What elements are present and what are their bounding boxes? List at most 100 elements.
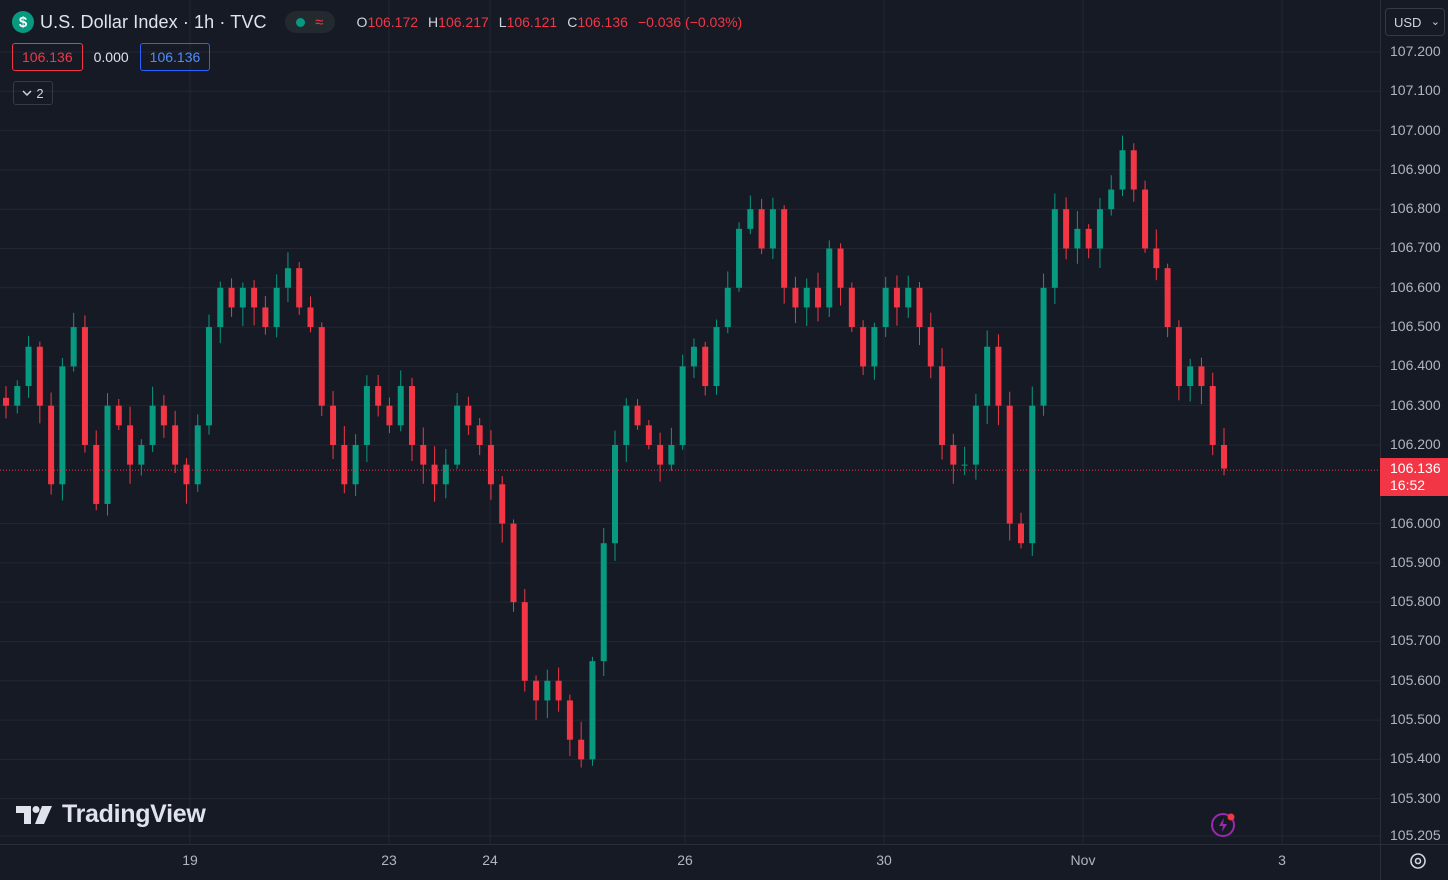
candle-body <box>251 287 258 308</box>
candle-body <box>1096 209 1103 249</box>
candle <box>1029 386 1036 556</box>
candle-body <box>1006 405 1013 524</box>
candle <box>251 280 258 326</box>
settings-gear-icon[interactable] <box>1407 850 1429 872</box>
candle <box>1051 193 1058 305</box>
candle <box>657 432 664 482</box>
candle <box>927 312 934 379</box>
candle <box>533 675 540 720</box>
candle-body <box>194 425 201 485</box>
candle <box>860 320 867 376</box>
candle <box>984 330 991 424</box>
candle-body <box>1142 189 1149 249</box>
candle-body <box>1198 366 1205 387</box>
candle-body <box>25 346 32 387</box>
candle <box>566 694 573 757</box>
candle-body <box>330 405 337 445</box>
axis-corner <box>1380 844 1448 880</box>
candle <box>81 315 88 453</box>
candle-body <box>1029 405 1036 544</box>
candle <box>995 334 1002 426</box>
candle-body <box>352 444 359 485</box>
candle <box>645 420 652 450</box>
candle-body <box>634 405 641 426</box>
candle-body <box>995 346 1002 406</box>
tradingview-logo[interactable]: TradingView <box>16 800 206 829</box>
candle <box>679 354 686 450</box>
price-tick-label: 107.000 <box>1390 121 1441 138</box>
ohlc-values: O106.172 H106.217 L106.121 C106.136 −0.0… <box>357 14 743 30</box>
candle-body <box>724 287 731 328</box>
time-tick-label: 26 <box>677 852 693 868</box>
candle-body <box>803 287 810 308</box>
candle <box>352 434 359 497</box>
ohlc-close-key: C <box>567 14 578 30</box>
candle-body <box>533 680 540 701</box>
candle <box>273 274 280 338</box>
candle <box>160 395 167 438</box>
candle <box>318 322 325 417</box>
candle-body <box>14 386 21 406</box>
candle <box>815 272 821 322</box>
price-axis[interactable] <box>1380 0 1448 844</box>
price-tick-label: 106.400 <box>1390 357 1441 374</box>
candle <box>194 414 201 492</box>
time-tick-label: Nov <box>1070 852 1096 868</box>
candle-body <box>127 425 134 465</box>
candle-body <box>442 464 449 485</box>
currency-select-button[interactable]: USD ⌄ <box>1385 8 1445 36</box>
candle-body <box>1040 287 1047 406</box>
price-tick-label: 106.800 <box>1390 200 1441 217</box>
candle <box>1040 273 1047 416</box>
candle <box>138 439 145 476</box>
price-tick-label: 106.000 <box>1390 514 1441 531</box>
candle <box>1085 224 1092 259</box>
candle-body <box>781 209 788 288</box>
chart-pane[interactable] <box>0 0 1380 844</box>
candle <box>510 519 517 612</box>
symbol-title[interactable]: U.S. Dollar Index · 1h · TVC <box>40 11 267 32</box>
candle <box>1142 180 1149 253</box>
indicators-toggle-button[interactable]: 2 <box>13 81 53 105</box>
candle <box>296 262 303 315</box>
candle-body <box>81 327 88 445</box>
bar-countdown: 16:52 <box>1390 477 1426 493</box>
candle-body <box>950 444 957 465</box>
candle-body <box>645 425 652 445</box>
price-tick-label: 106.200 <box>1390 435 1441 452</box>
candle <box>375 375 382 417</box>
price-tick-label: 105.500 <box>1390 711 1441 728</box>
ohlc-high-value: 106.217 <box>438 14 489 30</box>
candle <box>792 276 799 323</box>
buy-price-button[interactable]: 106.136 <box>139 43 211 71</box>
candle <box>837 243 844 306</box>
candle-body <box>36 346 43 406</box>
candle <box>961 446 968 476</box>
candle <box>612 430 618 561</box>
sell-price-button[interactable]: 106.136 <box>12 43 83 71</box>
candle <box>1198 357 1205 405</box>
candle-body <box>499 484 506 524</box>
candle-body <box>262 307 269 328</box>
candle-body <box>758 209 765 249</box>
candle <box>104 392 111 516</box>
market-status-pill[interactable]: ≈ <box>284 11 335 33</box>
candle <box>115 398 122 431</box>
price-tick-label: 105.900 <box>1390 553 1441 570</box>
candle-body <box>521 602 528 681</box>
candle-body <box>1051 209 1058 288</box>
candle <box>1130 143 1137 202</box>
candle-body <box>961 464 968 466</box>
time-axis[interactable] <box>0 844 1380 880</box>
candle <box>239 282 246 326</box>
candle-body <box>363 386 370 445</box>
candle-body <box>690 346 697 367</box>
dollar-symbol-icon[interactable]: $ <box>12 11 34 33</box>
candlestick-chart[interactable] <box>0 0 1380 844</box>
lightning-alert-icon[interactable] <box>1210 812 1236 838</box>
candle <box>409 377 415 461</box>
candle-body <box>736 228 743 288</box>
candle-body <box>1153 248 1160 269</box>
candle <box>70 312 77 372</box>
candle-body <box>578 739 585 760</box>
